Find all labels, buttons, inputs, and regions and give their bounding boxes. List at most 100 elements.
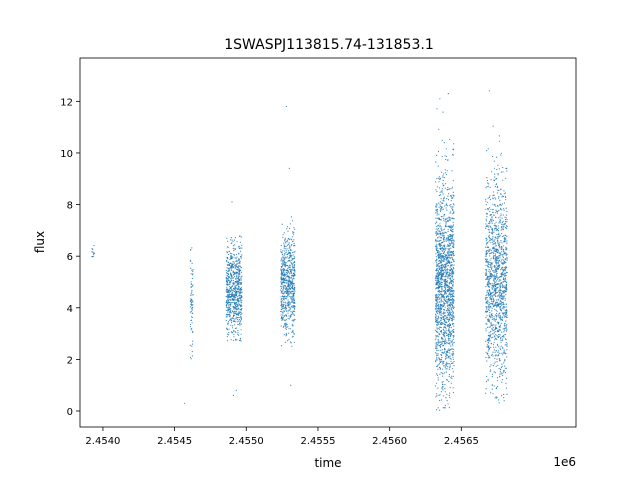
data-point	[452, 354, 454, 356]
data-point	[448, 271, 450, 273]
data-point	[452, 203, 454, 205]
data-point	[444, 265, 446, 267]
data-point	[435, 315, 437, 317]
data-point	[492, 239, 494, 241]
data-point	[450, 294, 452, 296]
data-point	[496, 257, 498, 260]
data-point	[226, 300, 228, 302]
data-point	[229, 283, 231, 285]
data-point	[234, 331, 236, 333]
data-point	[288, 276, 290, 278]
data-point	[491, 388, 493, 390]
data-point	[238, 272, 240, 274]
data-point	[234, 327, 236, 329]
data-point	[291, 265, 293, 267]
data-point	[450, 227, 452, 229]
data-point	[282, 263, 284, 265]
data-point	[487, 290, 489, 292]
data-point	[442, 389, 444, 391]
data-point	[240, 256, 242, 258]
data-point	[231, 274, 233, 276]
data-point	[490, 257, 492, 259]
data-point	[446, 245, 448, 247]
data-point	[238, 261, 240, 263]
data-point	[486, 300, 488, 302]
data-point	[445, 293, 447, 295]
data-point	[453, 292, 455, 294]
data-point	[486, 274, 488, 276]
data-point	[288, 328, 290, 330]
data-point	[495, 302, 497, 304]
data-point	[294, 268, 296, 271]
data-point	[228, 319, 231, 321]
data-point	[503, 349, 505, 351]
data-point	[503, 292, 505, 294]
data-point	[438, 358, 440, 360]
data-point	[450, 200, 452, 202]
data-point	[445, 204, 447, 206]
data-point	[448, 318, 451, 320]
data-point	[502, 171, 504, 173]
data-point	[444, 220, 446, 222]
data-point	[495, 198, 497, 200]
data-point	[452, 252, 454, 254]
data-point	[436, 359, 438, 361]
data-point	[225, 313, 227, 315]
data-point	[282, 305, 284, 307]
data-point	[505, 246, 507, 249]
data-point	[500, 282, 502, 284]
data-point	[495, 216, 497, 218]
data-point	[505, 289, 507, 291]
data-point	[495, 276, 497, 278]
data-point	[234, 302, 236, 304]
data-point	[497, 314, 499, 316]
data-point	[495, 281, 497, 283]
data-point	[281, 270, 283, 272]
data-point	[504, 325, 506, 327]
data-point	[444, 384, 446, 386]
data-point	[284, 241, 286, 243]
data-point	[487, 229, 489, 231]
data-point	[503, 260, 505, 262]
data-point	[443, 251, 445, 253]
data-point	[436, 205, 438, 207]
data-point	[227, 299, 229, 302]
data-point	[442, 176, 444, 178]
data-point	[489, 370, 491, 372]
data-point	[282, 303, 284, 305]
data-point	[497, 276, 499, 278]
data-point	[441, 249, 443, 251]
data-point	[503, 272, 505, 274]
data-point	[440, 330, 442, 332]
data-point	[489, 298, 491, 300]
data-point	[495, 309, 497, 311]
data-point	[445, 237, 448, 239]
data-point	[441, 349, 443, 351]
data-point	[452, 272, 454, 274]
data-point	[234, 244, 236, 246]
data-point	[448, 356, 450, 358]
data-point	[232, 325, 234, 327]
data-point	[485, 330, 487, 332]
data-point	[435, 234, 437, 236]
data-point	[238, 247, 240, 250]
data-point	[503, 369, 505, 372]
data-point	[491, 264, 493, 266]
data-point	[489, 261, 491, 263]
data-point	[233, 298, 235, 300]
data-point	[488, 249, 490, 251]
data-point	[436, 328, 438, 330]
data-point	[453, 240, 455, 242]
data-point	[293, 305, 295, 307]
data-point	[436, 298, 438, 300]
data-point	[437, 285, 439, 287]
data-point	[501, 296, 503, 298]
data-point	[446, 379, 448, 381]
data-point	[435, 265, 437, 267]
data-point	[502, 278, 505, 280]
data-point	[442, 407, 444, 409]
data-point	[502, 256, 504, 259]
data-point	[496, 168, 498, 171]
data-point	[436, 295, 438, 297]
data-point	[445, 247, 447, 249]
